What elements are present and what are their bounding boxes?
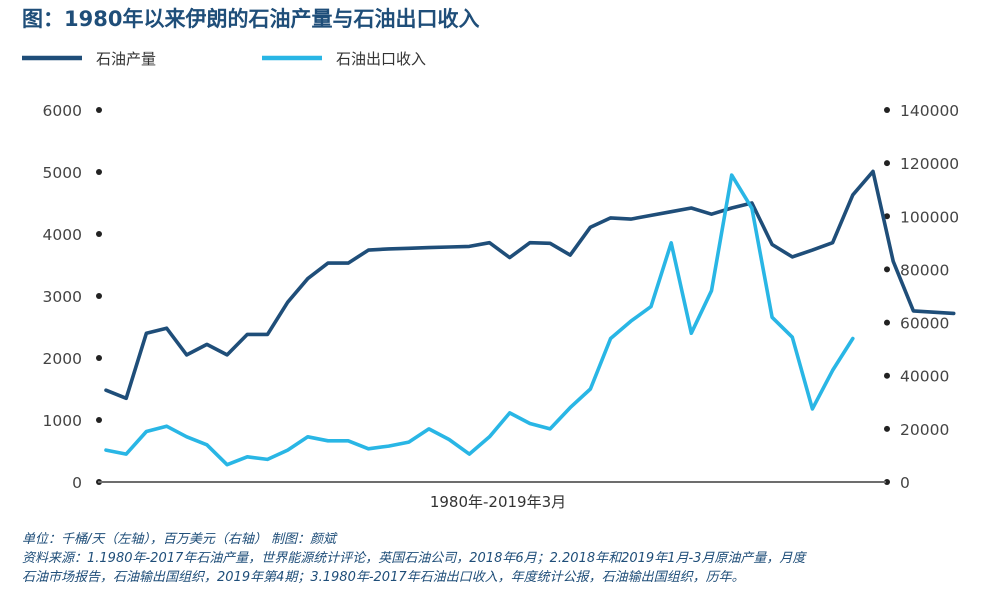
- right-axis: 0 20000 40000 60000 80000 100000 120000 140000: [884, 102, 959, 492]
- right-tick-label: 60000: [900, 315, 949, 333]
- right-tick-label: 20000: [900, 421, 949, 439]
- right-tick-label: 120000: [900, 155, 959, 173]
- left-tick-label: 5000: [43, 164, 82, 182]
- left-tick-dot: [96, 417, 102, 423]
- left-tick-dot: [96, 107, 102, 113]
- footnote-line-3: 石油市场报告，石油输出国组织，2019年第4期；3.1980年-2017年石油出…: [22, 569, 745, 585]
- series-line-revenue: [104, 173, 855, 467]
- left-tick-label: 0: [72, 474, 82, 492]
- left-tick-label: 2000: [43, 350, 82, 368]
- left-tick-label: 6000: [43, 102, 82, 120]
- right-tick-label: 0: [900, 474, 910, 492]
- right-tick-dot: [884, 266, 890, 273]
- legend-label-revenue: 石油出口收入: [336, 50, 426, 68]
- left-tick-dot: [96, 293, 102, 299]
- footnote: 单位：千桶/天（左轴），百万美元（右轴） 制图：颜斌 资料来源：1.1980年-…: [22, 531, 807, 585]
- left-axis: 0 1000 2000 3000 4000 5000 6000: [43, 102, 102, 492]
- right-tick-dot: [884, 319, 890, 326]
- left-tick-dot: [96, 169, 102, 175]
- left-tick-label: 3000: [43, 288, 82, 306]
- right-tick-dot: [884, 479, 890, 485]
- right-tick-dot: [884, 213, 890, 220]
- right-tick-dot: [884, 372, 890, 379]
- right-tick-label: 40000: [900, 368, 949, 386]
- footnote-line-1: 单位：千桶/天（左轴），百万美元（右轴） 制图：颜斌: [22, 531, 338, 547]
- left-tick-label: 1000: [43, 412, 82, 430]
- x-axis-label: 1980年-2019年3月: [430, 493, 566, 511]
- legend: 石油产量 石油出口收入: [22, 50, 426, 68]
- footnote-line-2: 资料来源：1.1980年-2017年石油产量，世界能源统计评论，英国石油公司，2…: [22, 551, 807, 566]
- series-lines: [104, 169, 956, 467]
- left-tick-dot: [96, 355, 102, 361]
- chart-title: 图：1980年以来伊朗的石油产量与石油出口收入: [22, 7, 479, 31]
- right-tick-label: 80000: [900, 261, 949, 279]
- right-tick-label: 100000: [900, 208, 959, 226]
- left-tick-label: 4000: [43, 226, 82, 244]
- right-tick-dot: [884, 107, 890, 113]
- left-tick-dot: [96, 231, 102, 237]
- right-tick-dot: [884, 160, 890, 167]
- series-line-production: [104, 169, 956, 401]
- legend-label-production: 石油产量: [96, 50, 156, 68]
- right-tick-label: 140000: [900, 102, 959, 120]
- right-tick-dot: [884, 425, 890, 432]
